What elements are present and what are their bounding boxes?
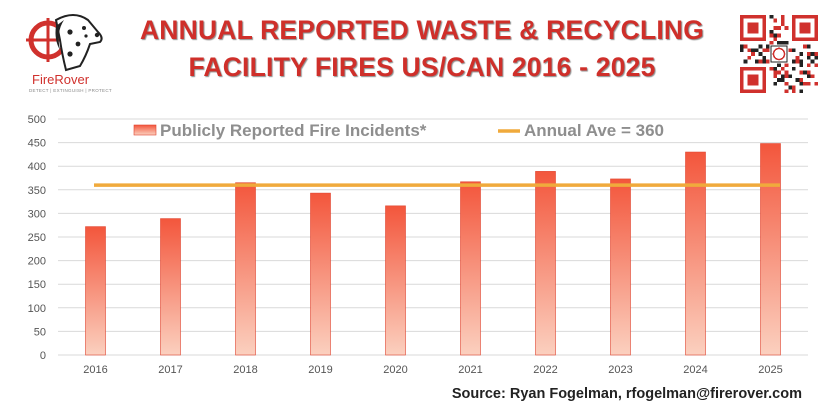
chart-title-line-2: FACILITY FIRES US/CAN 2016 - 2025	[188, 52, 656, 82]
legend: Publicly Reported Fire Incidents* Annual …	[133, 121, 664, 140]
chart-title-line-1: ANNUAL REPORTED WASTE & RECYCLING	[139, 15, 705, 45]
x-tick-label: 2016	[83, 364, 107, 376]
bar-2016	[85, 226, 106, 356]
x-tick-label: 2020	[383, 364, 407, 376]
x-tick-label: 2025	[758, 364, 782, 376]
y-tick-label: 200	[28, 256, 46, 268]
x-tick-label: 2022	[533, 364, 557, 376]
y-tick-label: 100	[28, 303, 46, 315]
brand-name: FireRover	[32, 72, 90, 87]
bar-2022	[535, 171, 556, 356]
y-tick-label: 50	[34, 326, 46, 338]
y-tick-label: 350	[28, 185, 46, 197]
bar-2024	[685, 151, 706, 356]
chart-title: ANNUAL REPORTED WASTE & RECYCLING FACILI…	[108, 12, 736, 86]
y-tick-label: 450	[28, 138, 46, 150]
bar-2017	[160, 218, 181, 356]
y-tick-label: 250	[28, 232, 46, 244]
x-tick-label: 2021	[458, 364, 482, 376]
bars	[85, 143, 781, 356]
source-credit: Source: Ryan Fogelman, rfogelman@firerov…	[451, 386, 802, 402]
brand-tagline: DETECT | EXTINGUISH | PROTECT	[29, 88, 112, 93]
bar-2020	[385, 205, 406, 356]
firerover-logo	[26, 14, 103, 72]
y-axis-ticks: 0 50 100 150 200 250 300 350 400 450 500	[28, 114, 46, 362]
y-tick-label: 400	[28, 161, 46, 173]
legend-label-bars: Publicly Reported Fire Incidents*	[160, 121, 427, 140]
y-tick-label: 300	[28, 208, 46, 220]
y-tick-label: 0	[40, 350, 46, 362]
y-tick-label: 150	[28, 279, 46, 291]
bar-2019	[310, 192, 331, 356]
x-tick-label: 2018	[233, 364, 257, 376]
gridlines	[58, 118, 808, 356]
x-tick-label: 2023	[608, 364, 632, 376]
x-tick-label: 2024	[683, 364, 707, 376]
bar-2021	[460, 181, 481, 356]
y-tick-label: 500	[28, 114, 46, 126]
legend-swatch-bars	[133, 124, 157, 136]
bar-2018	[235, 182, 256, 356]
legend-label-average: Annual Ave = 360	[524, 121, 664, 140]
x-tick-label: 2019	[308, 364, 332, 376]
x-tick-label: 2017	[158, 364, 182, 376]
bar-2023	[610, 178, 631, 356]
bar-2025	[760, 143, 781, 356]
x-axis-ticks: 2016 2017 2018 2019 2020 2021 2022 2023 2024 2025	[83, 364, 782, 376]
qr-code[interactable]	[740, 15, 818, 93]
